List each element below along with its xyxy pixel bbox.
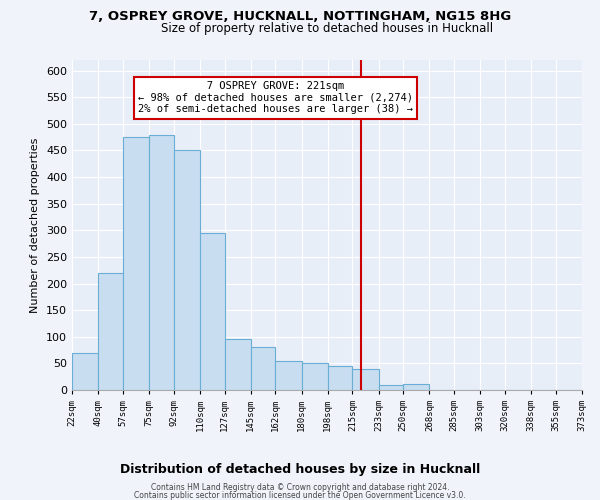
Bar [174,150,200,390]
Bar [72,352,98,390]
Bar [98,273,123,390]
Bar [275,360,302,390]
Bar [224,340,251,390]
Title: Size of property relative to detached houses in Hucknall: Size of property relative to detached ho… [161,22,493,35]
Bar [251,348,275,390]
Bar [123,137,149,390]
Bar [302,364,328,390]
Text: Contains HM Land Registry data © Crown copyright and database right 2024.: Contains HM Land Registry data © Crown c… [151,483,449,492]
Text: 7, OSPREY GROVE, HUCKNALL, NOTTINGHAM, NG15 8HG: 7, OSPREY GROVE, HUCKNALL, NOTTINGHAM, N… [89,10,511,23]
Text: Contains public sector information licensed under the Open Government Licence v3: Contains public sector information licen… [134,490,466,500]
Bar [352,368,379,390]
Text: 7 OSPREY GROVE: 221sqm   
← 98% of detached houses are smaller (2,274)
2% of sem: 7 OSPREY GROVE: 221sqm ← 98% of detached… [138,82,413,114]
Bar [379,384,403,390]
Bar [200,233,224,390]
Bar [403,384,430,390]
Text: Distribution of detached houses by size in Hucknall: Distribution of detached houses by size … [120,464,480,476]
Y-axis label: Number of detached properties: Number of detached properties [31,138,40,312]
Bar [149,134,174,390]
Bar [328,366,352,390]
